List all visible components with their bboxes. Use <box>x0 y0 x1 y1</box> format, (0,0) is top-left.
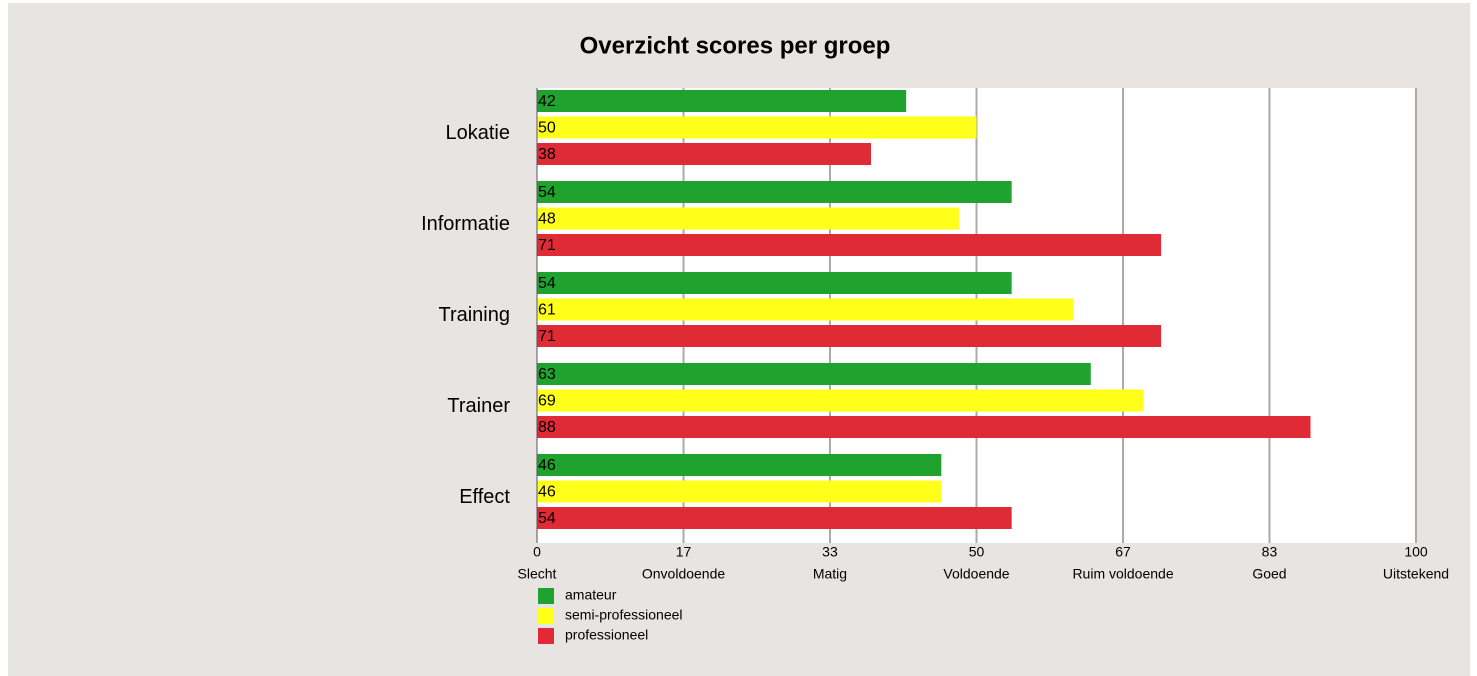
bar <box>537 363 1091 385</box>
bar <box>537 272 1012 294</box>
y-tick-label: Lokatie <box>446 122 511 144</box>
x-tick-label: 0 <box>533 544 541 560</box>
chart-title: Overzicht scores per groep <box>580 32 891 59</box>
bar <box>537 480 942 503</box>
bar <box>537 181 1012 203</box>
data-label: 54 <box>538 510 556 527</box>
bar <box>537 416 1311 438</box>
y-tick-label: Training <box>438 304 510 326</box>
y-tick-label: Informatie <box>421 213 510 235</box>
x-tick-name: Voldoende <box>943 566 1009 582</box>
data-label: 46 <box>538 484 556 501</box>
data-label: 42 <box>538 93 556 110</box>
y-tick-label: Trainer <box>447 395 510 417</box>
bar <box>537 234 1162 256</box>
data-label: 50 <box>538 120 556 137</box>
bar <box>537 143 872 165</box>
data-label: 63 <box>538 366 556 383</box>
bar <box>537 454 942 476</box>
x-tick-label: 83 <box>1262 544 1278 560</box>
legend-label: amateur <box>565 587 617 603</box>
x-tick-name: Slecht <box>518 566 557 582</box>
x-tick-label: 100 <box>1404 544 1428 560</box>
bar <box>537 389 1144 412</box>
data-label: 46 <box>538 457 556 474</box>
legend-label: professioneel <box>565 627 648 643</box>
x-tick-name: Uitstekend <box>1383 566 1449 582</box>
data-label: 71 <box>538 237 556 254</box>
bar <box>537 325 1162 347</box>
x-tick-label: 17 <box>676 544 692 560</box>
data-label: 48 <box>538 211 556 228</box>
legend-swatch <box>538 628 554 644</box>
bar <box>537 298 1074 321</box>
bar <box>537 90 907 112</box>
bar <box>537 207 959 230</box>
data-label: 71 <box>538 328 556 345</box>
x-tick-name: Goed <box>1252 566 1286 582</box>
x-tick-name: Ruim voldoende <box>1072 566 1173 582</box>
data-label: 61 <box>538 302 556 319</box>
x-tick-label: 67 <box>1115 544 1131 560</box>
x-tick-name: Onvoldoende <box>642 566 726 582</box>
legend-label: semi-professioneel <box>565 607 683 623</box>
data-label: 54 <box>538 275 556 292</box>
legend-swatch <box>538 588 554 604</box>
bar <box>537 116 977 139</box>
data-label: 54 <box>538 184 556 201</box>
data-label: 88 <box>538 419 556 436</box>
data-label: 38 <box>538 146 556 163</box>
x-tick-label: 50 <box>969 544 985 560</box>
bar <box>537 507 1012 529</box>
legend-swatch <box>538 608 554 624</box>
x-tick-name: Matig <box>813 566 847 582</box>
x-tick-label: 33 <box>822 544 838 560</box>
data-label: 69 <box>538 393 556 410</box>
y-tick-label: Effect <box>459 486 510 508</box>
